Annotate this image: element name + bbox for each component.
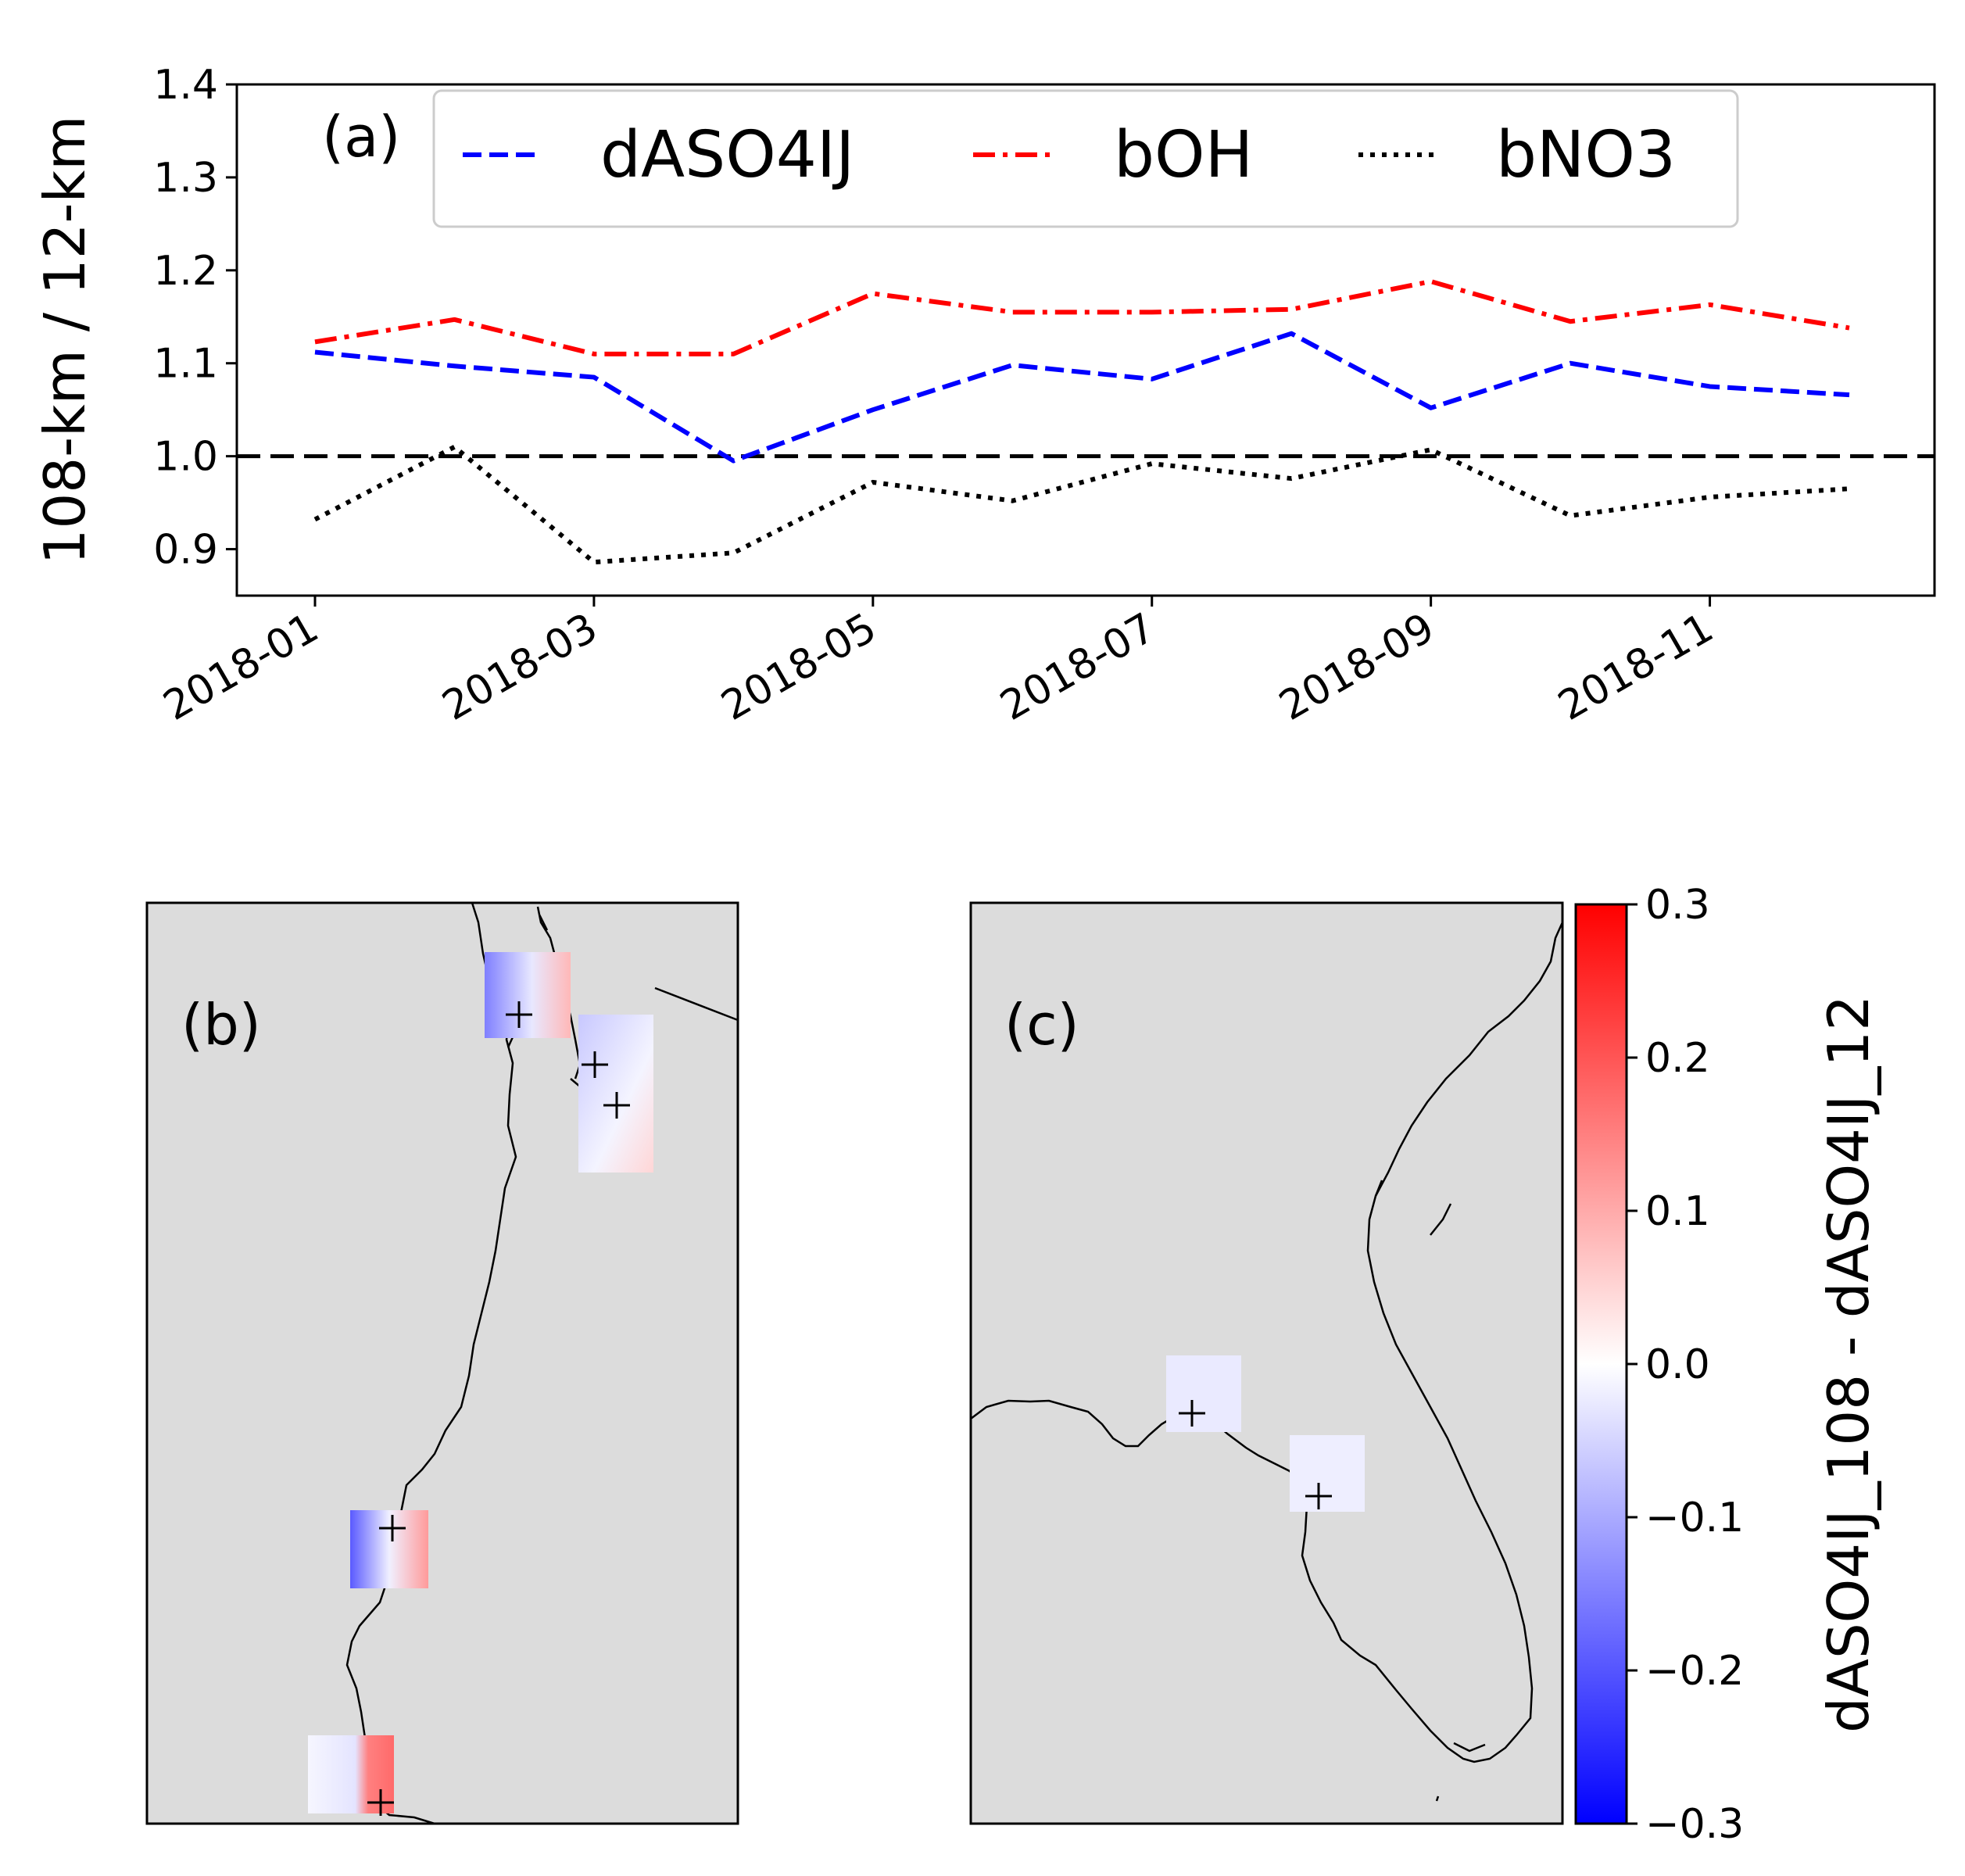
colorbar-tick-label: −0.2 [1645, 1648, 1744, 1695]
y-tick-label: 1.0 [153, 434, 218, 481]
x-tick-label: 2018-11 [1551, 604, 1721, 730]
x-tick-label: 2018-01 [156, 604, 326, 730]
x-tick-label: 2018-09 [1272, 604, 1442, 730]
colorbar-tick-label: −0.3 [1645, 1801, 1744, 1848]
y-tick-label: 1.1 [153, 341, 218, 388]
legend-label-bOH: bOH [1114, 118, 1253, 192]
x-ticks: 2018-01 2018-03 2018-05 2018-07 2018-09 2018-… [156, 596, 1721, 730]
series-lines [313, 279, 1850, 565]
colorbar-tick-label: 0.3 [1645, 882, 1710, 929]
panel-label-a: (a) [322, 104, 400, 170]
map-b-frame [145, 901, 739, 1825]
colorbar-gradient [1574, 903, 1628, 1825]
y-ticks: 0.9 1.0 1.1 1.2 1.3 1.4 [153, 62, 237, 574]
panel-label-b: (b) [181, 992, 261, 1058]
patch-c-1 [1166, 1355, 1241, 1432]
y-tick-label: 1.3 [153, 155, 218, 202]
colorbar-ticks: 0.3 0.2 0.1 0.0 −0.1 −0.2 −0.3 [1627, 882, 1744, 1848]
x-tick-label: 2018-03 [435, 604, 605, 730]
series-line-bNO3 [313, 444, 1850, 565]
legend-label-dASO4IJ: dASO4IJ [600, 118, 854, 192]
patch-c-2 [1290, 1435, 1365, 1512]
coastline-c-islands [1374, 1180, 1486, 1802]
border-b [654, 986, 739, 1022]
colorbar: 0.3 0.2 0.1 0.0 −0.1 −0.2 −0.3 dASO4IJ_108 - d… [1574, 882, 1881, 1848]
coastline-b [345, 902, 517, 1825]
coastline-c [970, 922, 1564, 1763]
map-c-frame [969, 901, 1564, 1825]
legend: dASO4IJ bOH bNO3 [432, 89, 1739, 228]
colorbar-tick-label: 0.2 [1645, 1035, 1710, 1082]
y-axis-label: 108-km / 12-km [32, 116, 98, 565]
x-tick-label: 2018-07 [993, 604, 1163, 730]
y-tick-label: 1.4 [153, 62, 218, 109]
patch-b-3 [350, 1510, 428, 1588]
panel-a: 0.9 1.0 1.1 1.2 1.3 1.4 2018-01 2018-03 2018-05… [32, 62, 1936, 730]
map-c-background [971, 903, 1562, 1824]
plot-a-frame [235, 83, 1936, 597]
series-line-dASO4IJ [314, 331, 1850, 464]
colorbar-label: dASO4IJ_108 - dASO4IJ_12 [1816, 995, 1881, 1733]
site-markers-b [367, 1001, 630, 1816]
series-line-bOH [314, 279, 1850, 356]
legend-label-bNO3: bNO3 [1496, 118, 1676, 192]
panel-b: (b) [145, 901, 739, 1825]
site-markers-c [1179, 1400, 1332, 1509]
legend-box [432, 89, 1739, 228]
y-tick-label: 0.9 [153, 527, 218, 574]
panel-c: (c) [969, 901, 1564, 1825]
panel-label-c: (c) [1004, 992, 1079, 1058]
colorbar-tick-label: −0.1 [1645, 1495, 1744, 1541]
patch-b-1 [485, 952, 571, 1038]
colorbar-tick-label: 0.1 [1645, 1188, 1710, 1235]
y-tick-label: 1.2 [153, 248, 218, 295]
x-tick-label: 2018-05 [714, 604, 884, 730]
colorbar-tick-label: 0.0 [1645, 1341, 1710, 1388]
